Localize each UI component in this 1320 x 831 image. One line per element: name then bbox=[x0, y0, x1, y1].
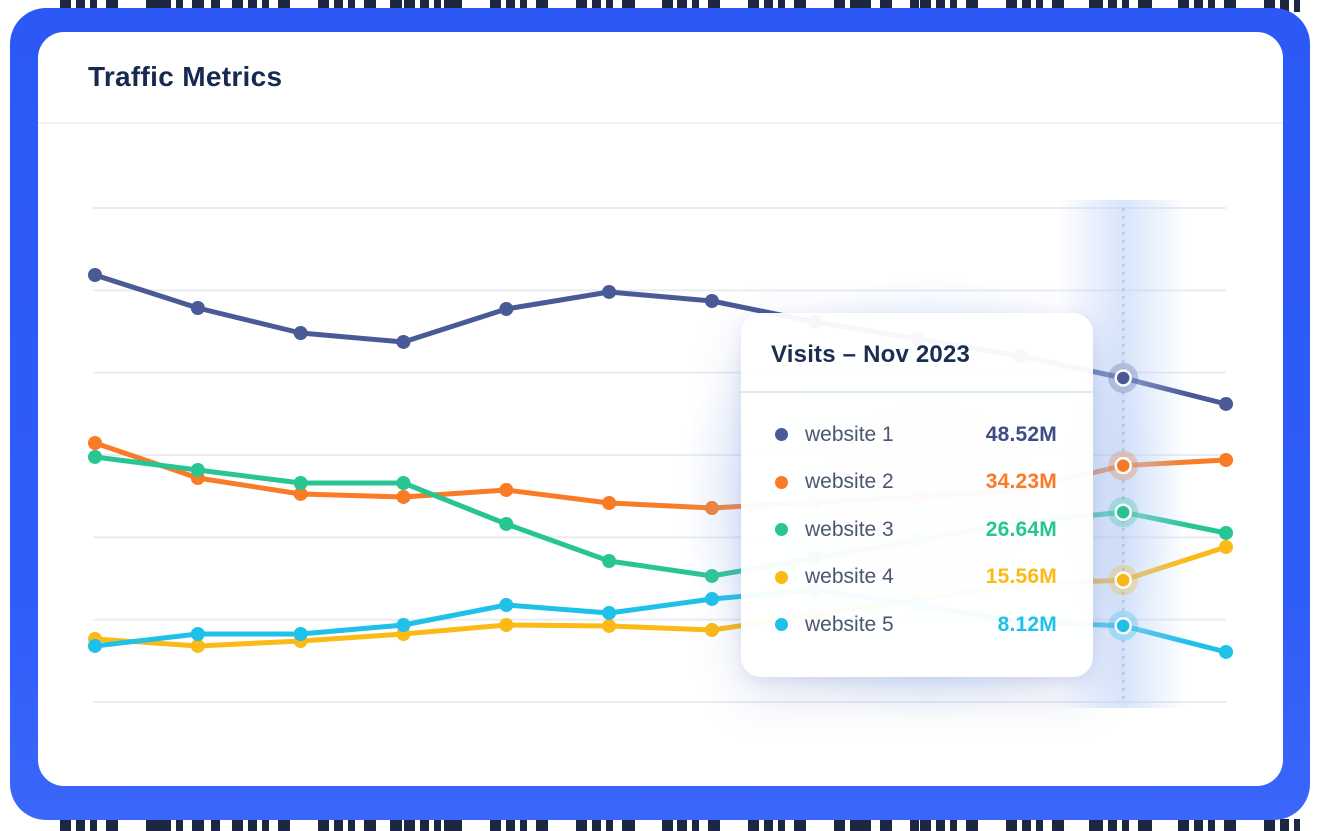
data-point bbox=[499, 597, 514, 612]
tooltip-title: Visits – Nov 2023 bbox=[771, 341, 971, 368]
series-value: 15.56M bbox=[985, 565, 1057, 589]
data-point bbox=[293, 326, 308, 341]
series-dot-icon bbox=[775, 523, 788, 537]
tooltip-row: website 4 15.56M bbox=[775, 554, 1057, 602]
chart-tooltip: Visits – Nov 2023 website 1 48.52M website… bbox=[741, 313, 1093, 677]
series-dot-icon bbox=[775, 475, 788, 489]
series-value: 34.23M bbox=[985, 470, 1057, 494]
highlighted-data-point bbox=[1114, 617, 1132, 635]
data-point bbox=[396, 475, 411, 490]
data-point bbox=[293, 627, 308, 642]
clipped-background-text-bottom bbox=[60, 819, 1300, 831]
data-point bbox=[88, 638, 102, 653]
tooltip-row: website 3 26.64M bbox=[775, 506, 1057, 554]
traffic-metrics-card: Visits – Nov 2023 website 1 48.52M website… bbox=[38, 32, 1283, 786]
series-dot-icon bbox=[775, 618, 788, 632]
series-label: website 2 bbox=[805, 470, 894, 494]
series-value: 8.12M bbox=[997, 612, 1057, 636]
data-point bbox=[88, 449, 102, 464]
data-point bbox=[190, 300, 205, 315]
tooltip-row: website 5 8.12M bbox=[775, 601, 1057, 649]
chart-area[interactable]: Visits – Nov 2023 website 1 48.52M website… bbox=[38, 32, 1283, 786]
data-point bbox=[190, 638, 205, 653]
data-point bbox=[88, 435, 102, 450]
series-dot-icon bbox=[775, 428, 788, 442]
series-label: website 1 bbox=[805, 422, 894, 446]
series-value: 26.64M bbox=[985, 517, 1057, 541]
tooltip-row: website 2 34.23M bbox=[775, 459, 1057, 507]
data-point bbox=[499, 516, 514, 531]
data-point bbox=[396, 334, 411, 349]
data-point bbox=[499, 301, 514, 316]
tooltip-rows: website 1 48.52M website 2 34.23M website 3 2… bbox=[741, 393, 1093, 649]
series-label: website 3 bbox=[805, 517, 894, 541]
series-value: 48.52M bbox=[985, 422, 1057, 446]
data-point bbox=[293, 475, 308, 490]
page-title: Traffic Metrics bbox=[88, 61, 283, 92]
highlight-overlay bbox=[1108, 208, 1139, 702]
data-point bbox=[396, 489, 411, 504]
card-header: Traffic Metrics bbox=[38, 32, 1283, 124]
data-point bbox=[499, 617, 514, 632]
data-point bbox=[190, 462, 205, 477]
data-point bbox=[499, 482, 514, 497]
series-dot-icon bbox=[775, 570, 788, 584]
data-point bbox=[190, 627, 205, 642]
tooltip-row: website 1 48.52M bbox=[775, 411, 1057, 459]
data-point bbox=[396, 617, 411, 632]
data-point bbox=[293, 486, 308, 501]
highlighted-data-point bbox=[1114, 571, 1132, 589]
series-label: website 4 bbox=[805, 565, 894, 589]
data-point bbox=[88, 267, 102, 282]
highlighted-data-point bbox=[1114, 369, 1132, 387]
series-label: website 5 bbox=[805, 612, 894, 636]
highlighted-data-point bbox=[1114, 503, 1132, 521]
highlighted-data-point bbox=[1114, 456, 1132, 475]
blue-frame: Visits – Nov 2023 website 1 48.52M website… bbox=[10, 8, 1310, 820]
